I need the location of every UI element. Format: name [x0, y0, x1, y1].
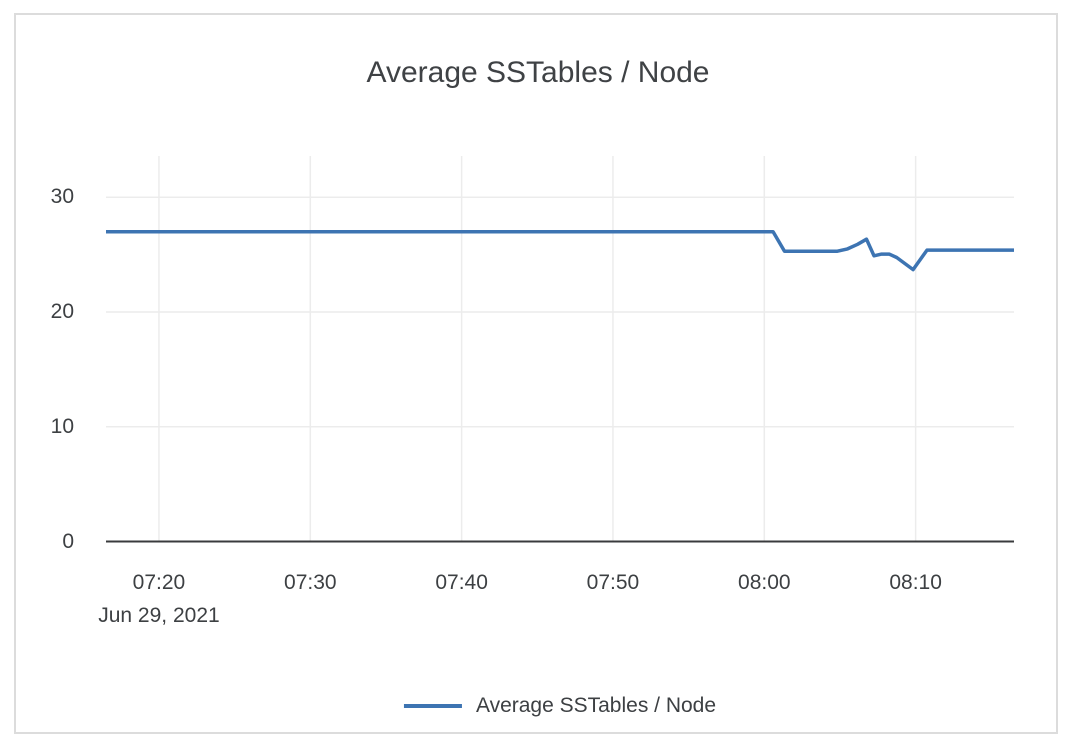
x-axis-date-label: Jun 29, 2021	[98, 604, 220, 627]
y-axis: 0 10 20 30	[0, 0, 74, 746]
x-axis-tick-label: 08:00	[738, 571, 791, 594]
legend-item[interactable]: Average SSTables / Node	[403, 694, 717, 718]
chart-title: Average SSTables / Node	[366, 56, 710, 89]
legend-line-swatch	[403, 704, 462, 708]
data-series-line	[106, 229, 1014, 272]
legend-label: Average SSTables / Node	[475, 694, 717, 717]
chart-card	[14, 13, 1058, 734]
x-axis-tick-label: 07:30	[284, 571, 337, 594]
y-axis-tick-label: 0	[62, 529, 74, 553]
x-axis-tick-label: 07:50	[586, 571, 640, 594]
y-axis-tick-label: 20	[50, 300, 74, 324]
y-axis-tick-label: 10	[50, 414, 74, 438]
x-axis-tick-label: 07:40	[435, 571, 488, 594]
x-axis-tick-label: 08:10	[889, 571, 942, 594]
y-axis-tick-label: 30	[50, 185, 74, 209]
x-axis-tick-label: 07:20	[132, 571, 186, 594]
